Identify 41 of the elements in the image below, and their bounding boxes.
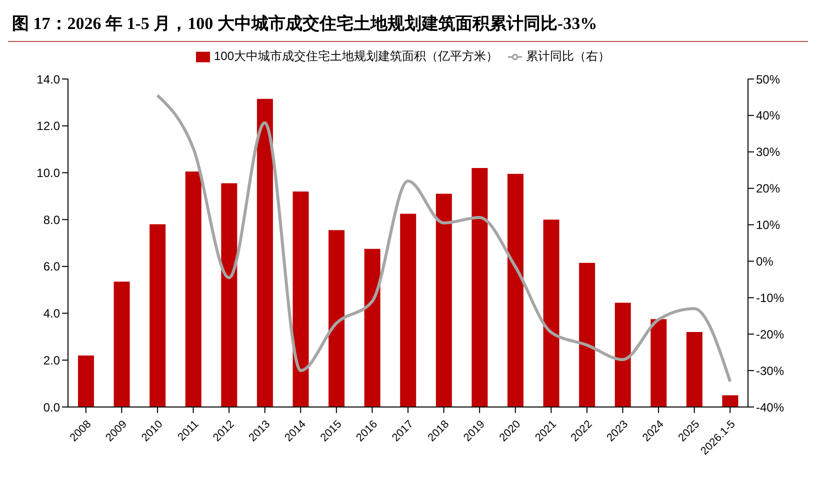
y-tick-label: 2.0 [43,353,60,368]
y2-tick-label: -30% [756,364,784,378]
bar [472,168,488,407]
line-series [156,94,732,383]
bar [579,262,596,407]
y2-tick-label: 20% [756,182,780,196]
y-tick-label: 4.0 [43,306,60,321]
bar [614,302,631,407]
y2-tick-label: 10% [756,218,780,232]
bar [507,174,524,407]
bar [543,220,560,407]
y2-tick-label: -40% [756,400,784,414]
bar [114,282,130,407]
bar [292,191,309,407]
y-tick-label: 14.0 [36,72,60,86]
bar [256,98,273,407]
bar [78,355,94,407]
y-tick-label: 6.0 [43,260,60,274]
bar [185,172,202,407]
bar [150,224,166,407]
bar [650,319,667,407]
legend-label: 累计同比（右） [526,49,610,63]
y-tick-label: 10.0 [36,166,60,180]
y2-tick-label: -10% [756,290,784,305]
bar [722,395,738,407]
bar [364,248,380,407]
y2-tick-label: 30% [756,145,780,160]
bar [436,194,452,407]
chart-title: 图 17：2026 年 1-5 月，100 大中城市成交住宅土地规划建筑面积累计同比-33% [8,8,808,42]
y2-tick-label: 0% [756,254,774,268]
y2-tick-label: -20% [756,327,784,342]
bar [328,230,345,407]
y2-tick-label: 40% [756,108,780,123]
bar [400,214,416,407]
y2-tick-label: 50% [756,72,780,86]
y-tick-label: 0.0 [43,400,60,414]
legend-label: 100大中城市成交住宅土地规划建筑面积（亿平方米） [214,49,498,63]
bar [221,183,238,407]
y-tick-label: 12.0 [36,119,60,134]
y-tick-label: 8.0 [43,212,60,227]
bar [686,332,702,407]
